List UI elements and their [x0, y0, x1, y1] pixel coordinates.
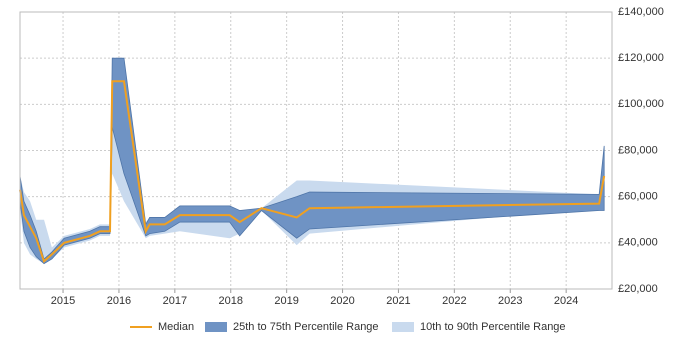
- legend-label: Median: [158, 321, 194, 333]
- x-tick-label: 2017: [163, 295, 187, 307]
- y-tick-label: £100,000: [618, 98, 664, 110]
- y-tick-label: £120,000: [618, 52, 664, 64]
- x-tick-label: 2022: [442, 295, 466, 307]
- legend-label: 25th to 75th Percentile Range: [233, 321, 379, 333]
- x-tick-label: 2019: [274, 295, 298, 307]
- range-band: [19, 57, 605, 265]
- x-tick-label: 2024: [554, 295, 578, 307]
- y-tick-label: £40,000: [618, 237, 658, 249]
- x-tick-label: 2015: [51, 295, 75, 307]
- y-tick-label: £20,000: [618, 283, 658, 295]
- legend-swatch: [392, 322, 414, 332]
- x-tick-label: 2016: [107, 295, 131, 307]
- x-tick-label: 2021: [386, 295, 410, 307]
- plot-border: [19, 11, 613, 290]
- legend-swatch: [205, 322, 227, 332]
- y-tick-label: £140,000: [618, 6, 664, 18]
- legend-label: 10th to 90th Percentile Range: [420, 321, 566, 333]
- y-tick-label: £80,000: [618, 144, 658, 156]
- y-tick-label: £60,000: [618, 191, 658, 203]
- x-tick-label: 2018: [219, 295, 243, 307]
- x-tick-label: 2023: [498, 295, 522, 307]
- median-line: [19, 80, 606, 264]
- x-tick-label: 2020: [330, 295, 354, 307]
